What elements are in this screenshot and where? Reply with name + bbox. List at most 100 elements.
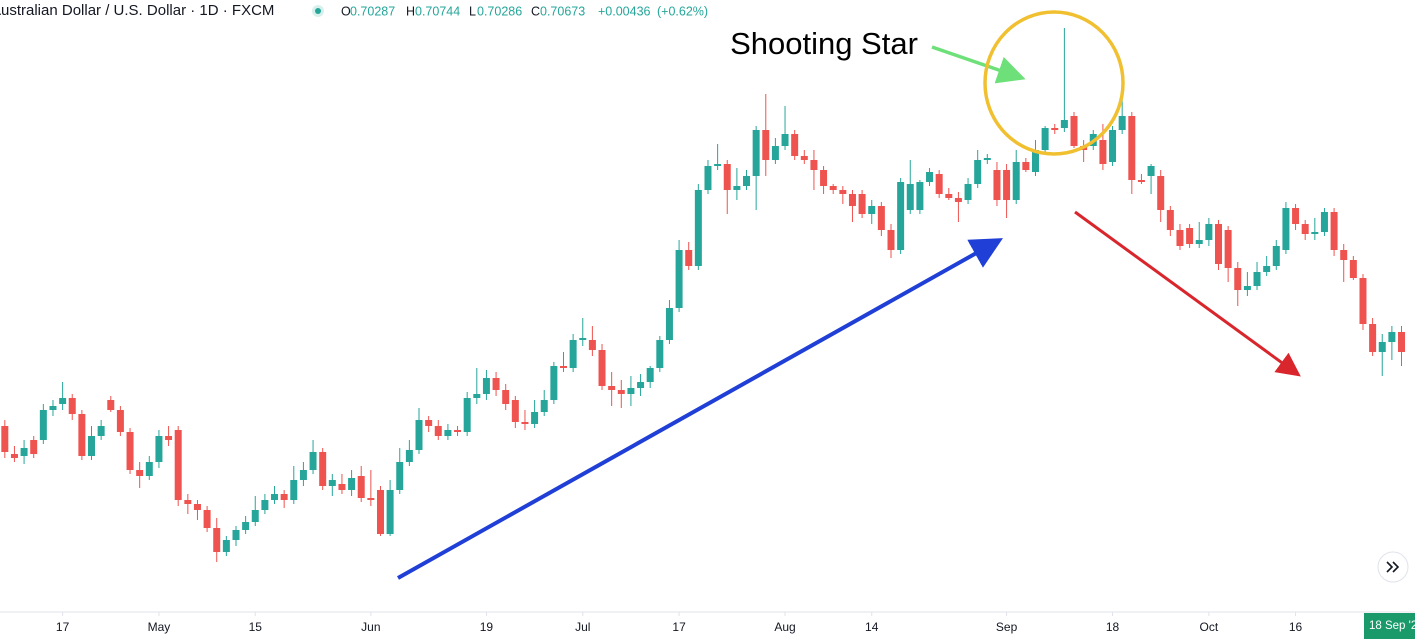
candle-body	[193, 504, 201, 510]
candle-body	[242, 522, 250, 530]
candle-body	[299, 470, 307, 480]
candle-body	[251, 510, 259, 522]
candle-body	[858, 194, 866, 214]
candle-body	[974, 160, 982, 184]
candle-body	[598, 350, 606, 386]
candle-body	[540, 400, 548, 412]
candle-body	[68, 398, 76, 414]
candle-body	[559, 366, 567, 368]
candle-body	[829, 186, 837, 190]
candle-body	[30, 440, 38, 454]
candle-body	[1060, 120, 1068, 128]
candle-body	[165, 436, 173, 440]
candle-body	[685, 250, 693, 266]
x-tick-label: 16	[1289, 620, 1303, 634]
x-tick-label: 19	[480, 620, 494, 634]
candle-body	[309, 452, 317, 470]
candle-body	[1398, 332, 1406, 352]
candle-body	[1022, 162, 1030, 170]
candle-body	[954, 198, 962, 202]
candle-body	[993, 170, 1001, 200]
candle-body	[376, 490, 384, 534]
candle-body	[271, 494, 279, 500]
x-tick-label: Jun	[361, 620, 380, 634]
candle-body	[59, 398, 67, 404]
candle-body	[1320, 212, 1328, 232]
candle-body	[1205, 224, 1213, 240]
candle-body	[868, 206, 876, 214]
candle-body	[752, 130, 760, 176]
candle-body	[810, 160, 818, 170]
date-badge	[1364, 613, 1415, 639]
candle-body	[1070, 116, 1078, 146]
candle-body	[1349, 260, 1357, 278]
scroll-button-icon[interactable]	[1386, 561, 1400, 573]
candle-body	[569, 340, 577, 368]
x-tick-label: 14	[865, 620, 879, 634]
date-badge-clip: 18 Sep '20	[1364, 613, 1415, 639]
change: +0.00436	[598, 4, 651, 18]
candle-body	[1301, 224, 1309, 234]
legend-letter: H	[406, 4, 415, 18]
candle-body	[357, 476, 365, 498]
candle-body	[1253, 272, 1261, 286]
candle-body	[10, 454, 18, 458]
candle-body	[704, 166, 712, 190]
candle-body	[771, 146, 779, 160]
candle-body	[1243, 286, 1251, 290]
candle-body	[906, 184, 914, 210]
candle-body	[617, 390, 625, 394]
candle-body	[723, 164, 731, 190]
candle-body	[839, 190, 847, 194]
candle-body	[116, 410, 124, 432]
candle-body	[261, 500, 269, 510]
candle-body	[1224, 230, 1232, 268]
legend-letter: L	[469, 4, 476, 18]
candle-body	[1012, 162, 1020, 200]
candle-body	[328, 480, 336, 486]
x-tick-label: May	[148, 620, 171, 634]
candle-body	[521, 422, 529, 424]
candle-body	[482, 378, 490, 394]
candle-body	[290, 480, 298, 500]
legend-letter: C	[531, 4, 540, 18]
candle-body	[1109, 130, 1117, 162]
candle-body	[88, 436, 96, 456]
x-tick-label: 15	[249, 620, 263, 634]
candle-body	[627, 388, 635, 394]
candle-body	[1041, 128, 1049, 150]
candle-body	[1378, 342, 1386, 352]
x-tick-label: 17	[56, 620, 70, 634]
candle-body	[1359, 278, 1367, 324]
candle-body	[762, 130, 770, 160]
change-percent: (+0.62%)	[657, 4, 708, 18]
highlight-circle	[983, 10, 1125, 156]
legend-value: 0.70673	[540, 4, 585, 18]
candle-body	[1272, 246, 1280, 266]
candle-body	[964, 184, 972, 200]
candle-body	[1330, 212, 1338, 250]
candle-body	[675, 250, 683, 308]
legend-value: 0.70286	[477, 4, 522, 18]
candle-body	[608, 386, 616, 390]
candle-body	[1388, 332, 1396, 342]
candle-body	[848, 194, 856, 206]
scroll-button[interactable]	[1377, 551, 1409, 583]
candle-body	[694, 190, 702, 266]
candle-body	[1186, 228, 1194, 244]
candle-body	[1340, 250, 1348, 260]
candle-body	[935, 174, 943, 194]
candle-body	[550, 366, 558, 400]
candle-body	[926, 172, 934, 182]
candle-body	[877, 206, 885, 230]
candle-body	[1003, 170, 1011, 200]
candle-body	[492, 378, 500, 390]
candle-body	[916, 182, 924, 210]
status-dot	[315, 8, 321, 14]
candle-body	[945, 194, 953, 198]
candle-body	[820, 170, 828, 186]
candle-body	[579, 338, 587, 340]
candle-body	[887, 230, 895, 250]
